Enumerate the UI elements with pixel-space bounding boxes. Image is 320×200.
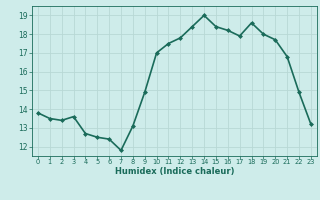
X-axis label: Humidex (Indice chaleur): Humidex (Indice chaleur) [115, 167, 234, 176]
